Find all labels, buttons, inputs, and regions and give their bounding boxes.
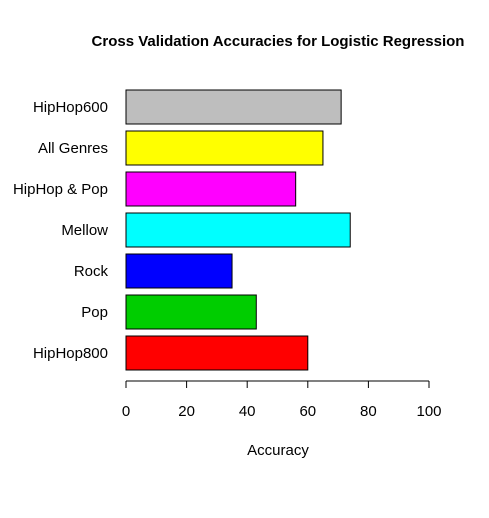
bar-all-genres xyxy=(125,130,324,166)
category-label-rock: Rock xyxy=(74,263,109,280)
x-tick-label-20: 20 xyxy=(178,403,195,420)
bar-hiphop-pop xyxy=(125,171,297,207)
x-axis: 0 20 40 60 80 100 xyxy=(122,380,442,420)
x-tick-label-100: 100 xyxy=(416,403,441,420)
bar-hiphop600 xyxy=(125,89,342,125)
category-label-mellow: Mellow xyxy=(61,222,108,239)
category-label-hiphop-pop: HipHop & Pop xyxy=(13,181,108,198)
x-tick-label-0: 0 xyxy=(122,403,130,420)
x-tick-label-40: 40 xyxy=(239,403,256,420)
bar-hiphop800 xyxy=(125,335,309,371)
category-label-hiphop800: HipHop800 xyxy=(33,345,108,362)
chart-title: Cross Validation Accuracies for Logistic… xyxy=(92,33,465,50)
category-label-all-genres: All Genres xyxy=(38,140,108,157)
bar-mellow xyxy=(125,212,351,248)
category-labels: HipHop600 All Genres HipHop & Pop Mellow Roc… xyxy=(13,99,109,362)
bar-pop xyxy=(125,294,257,330)
x-axis-label: Accuracy xyxy=(247,442,309,459)
bars-group xyxy=(125,89,351,371)
bar-rock xyxy=(125,253,233,289)
x-tick-label-60: 60 xyxy=(299,403,316,420)
category-label-hiphop600: HipHop600 xyxy=(33,99,108,116)
x-tick-label-80: 80 xyxy=(360,403,377,420)
category-label-pop: Pop xyxy=(81,304,108,321)
